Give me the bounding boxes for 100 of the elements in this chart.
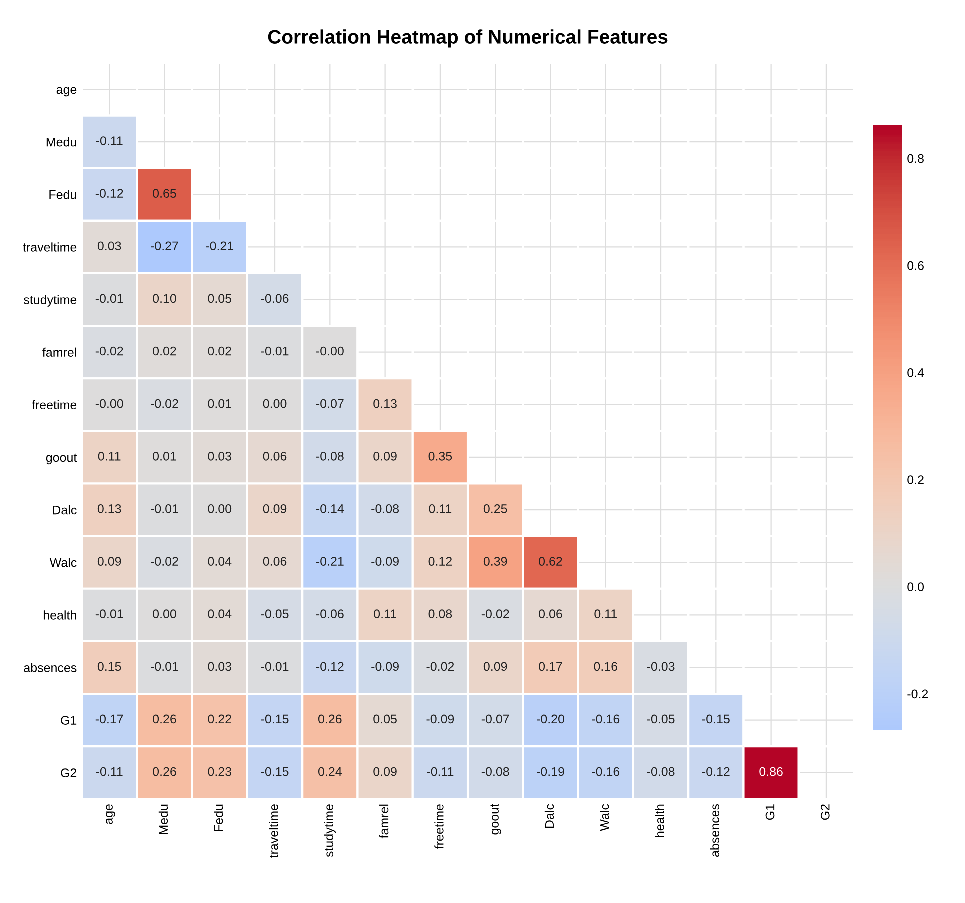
data-label: 0.11 xyxy=(429,504,452,514)
x-tick-label: absences xyxy=(710,804,720,857)
data-label: -0.01 xyxy=(96,294,124,304)
data-label: 0.86 xyxy=(760,767,783,776)
data-label: -0.16 xyxy=(592,714,620,724)
data-label: -0.01 xyxy=(151,662,178,672)
data-label: -0.08 xyxy=(647,767,675,776)
x-tick-label: G2 xyxy=(820,804,830,820)
y-tick-label: Dalc xyxy=(53,506,77,515)
data-label: 0.03 xyxy=(208,662,232,672)
data-label: -0.08 xyxy=(482,767,510,776)
data-label: 0.09 xyxy=(484,662,508,672)
data-label: 0.04 xyxy=(208,610,232,619)
data-label: -0.16 xyxy=(592,767,620,776)
data-label: -0.02 xyxy=(482,610,510,619)
data-label: 0.65 xyxy=(153,189,176,198)
data-label: 0.17 xyxy=(539,662,562,672)
data-label: -0.12 xyxy=(316,662,344,672)
y-tick-label: studytime xyxy=(24,295,77,307)
data-label: -0.15 xyxy=(261,714,289,724)
data-label: -0.09 xyxy=(426,714,454,724)
y-tick-label: Fedu xyxy=(50,190,76,200)
y-tick-label: Walc xyxy=(50,558,77,568)
color-bar-label: -0.2 xyxy=(908,690,928,699)
y-tick-label: G2 xyxy=(61,768,77,778)
color-bar-label: 0.8 xyxy=(908,154,924,164)
data-label: -0.00 xyxy=(316,346,344,356)
color-bar-label: 0.6 xyxy=(908,261,924,270)
x-tick-label: freetime xyxy=(434,804,444,849)
data-label: -0.15 xyxy=(261,767,289,776)
data-label: 0.00 xyxy=(153,610,176,619)
data-label: -0.06 xyxy=(316,610,344,619)
data-label: -0.05 xyxy=(261,610,289,619)
color-bar-label: 0.4 xyxy=(908,368,924,378)
data-label: -0.00 xyxy=(96,399,124,408)
data-label: -0.11 xyxy=(427,767,454,776)
data-label: -0.02 xyxy=(151,557,178,566)
data-label: 0.06 xyxy=(539,610,562,619)
x-tick-label: traveltime xyxy=(269,804,278,858)
x-tick-label: G1 xyxy=(766,804,775,820)
x-tick-label: Dalc xyxy=(544,804,554,828)
data-label: 0.04 xyxy=(208,557,232,566)
data-label: -0.02 xyxy=(426,662,454,672)
data-label: 0.09 xyxy=(374,452,397,461)
y-tick-label: goout xyxy=(46,454,78,465)
x-tick-label: Walc xyxy=(600,804,610,832)
data-label: 0.62 xyxy=(539,557,562,566)
data-label: 0.23 xyxy=(208,767,232,776)
data-label: 0.11 xyxy=(374,610,396,619)
data-label: -0.01 xyxy=(261,346,289,356)
data-label: 0.39 xyxy=(484,557,508,566)
data-label: -0.02 xyxy=(96,346,124,356)
data-label: -0.06 xyxy=(261,294,289,304)
data-label: -0.27 xyxy=(151,242,178,251)
data-label: -0.01 xyxy=(151,504,178,514)
data-label: 0.26 xyxy=(153,714,176,724)
data-label: -0.20 xyxy=(537,714,564,724)
data-label: 0.25 xyxy=(484,504,508,514)
x-tick-label: famrel xyxy=(379,804,389,839)
x-tick-label: studytime xyxy=(324,804,336,858)
data-label: -0.09 xyxy=(372,557,399,566)
data-label: 0.05 xyxy=(208,294,232,304)
data-label: 0.10 xyxy=(153,294,176,304)
data-label: 0.01 xyxy=(208,399,232,408)
data-label: -0.19 xyxy=(537,767,564,776)
data-label: 0.03 xyxy=(208,452,232,461)
y-tick-label: famrel xyxy=(42,348,76,357)
data-label: 0.06 xyxy=(263,452,287,461)
data-label: -0.21 xyxy=(316,557,344,566)
x-tick-label: Medu xyxy=(158,804,168,834)
data-label: 0.01 xyxy=(153,452,176,461)
data-label: -0.01 xyxy=(96,610,124,619)
data-label: -0.03 xyxy=(647,662,675,672)
data-label: 0.02 xyxy=(153,346,176,356)
data-label: 0.26 xyxy=(153,767,176,776)
data-label: 0.11 xyxy=(594,610,617,619)
y-tick-label: freetime xyxy=(32,400,77,410)
data-label: 0.16 xyxy=(594,662,618,672)
data-label: 0.09 xyxy=(374,767,397,776)
data-label: 0.00 xyxy=(208,504,232,514)
data-label: 0.05 xyxy=(374,714,397,724)
data-label: 0.00 xyxy=(263,399,287,408)
data-label: -0.14 xyxy=(316,504,344,514)
data-label: -0.08 xyxy=(372,504,400,514)
data-label: -0.08 xyxy=(316,452,344,461)
data-label: 0.22 xyxy=(208,714,232,724)
data-label: -0.11 xyxy=(96,767,123,776)
data-label: -0.01 xyxy=(261,662,289,672)
data-label: -0.07 xyxy=(316,399,344,408)
data-label: 0.11 xyxy=(98,452,121,461)
data-label: 0.03 xyxy=(98,242,122,251)
y-tick-label: age xyxy=(56,87,77,97)
data-label: -0.17 xyxy=(96,714,124,724)
data-label: -0.21 xyxy=(206,242,234,251)
y-tick-label: health xyxy=(44,610,76,620)
x-tick-label: health xyxy=(655,804,664,838)
y-tick-label: Medu xyxy=(46,138,76,147)
data-label: 0.08 xyxy=(428,610,452,619)
data-label: 0.15 xyxy=(98,662,122,672)
data-label: 0.13 xyxy=(98,504,122,514)
